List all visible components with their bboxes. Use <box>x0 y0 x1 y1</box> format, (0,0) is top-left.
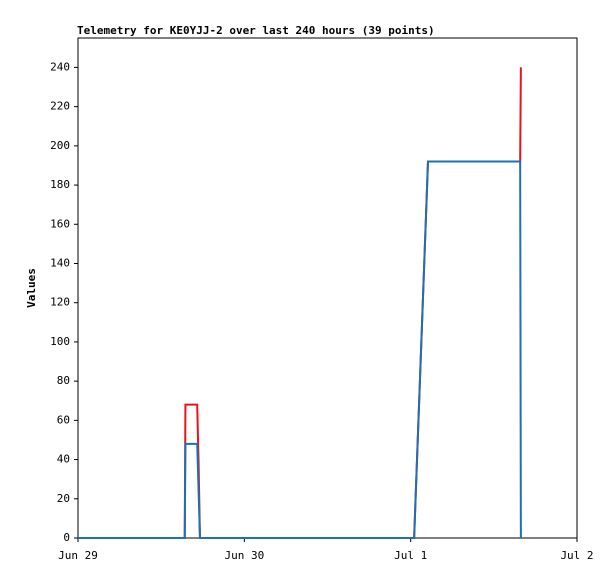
y-tick-label: 0 <box>63 531 70 544</box>
x-tick-label: Jun 29 <box>58 549 98 562</box>
y-tick-label: 140 <box>50 256 70 269</box>
x-tick-label: Jul 2 <box>560 549 593 562</box>
y-tick-label: 200 <box>50 139 70 152</box>
y-tick-label: 160 <box>50 217 70 230</box>
y-tick-label: 240 <box>50 60 70 73</box>
x-tick-label: Jul 1 <box>394 549 427 562</box>
y-tick-label: 80 <box>57 374 70 387</box>
y-tick-label: 20 <box>57 492 70 505</box>
y-tick-label: 100 <box>50 335 70 348</box>
x-tick-label: Jun 30 <box>224 549 264 562</box>
y-axis-title: Values <box>25 268 38 308</box>
y-tick-label: 60 <box>57 413 70 426</box>
y-tick-label: 120 <box>50 296 70 309</box>
series-line <box>78 160 522 539</box>
y-tick-label: 180 <box>50 178 70 191</box>
chart-title: Telemetry for KE0YJJ-2 over last 240 hou… <box>77 24 435 37</box>
y-tick-label: 40 <box>57 453 70 466</box>
y-tick-label: 220 <box>50 100 70 113</box>
